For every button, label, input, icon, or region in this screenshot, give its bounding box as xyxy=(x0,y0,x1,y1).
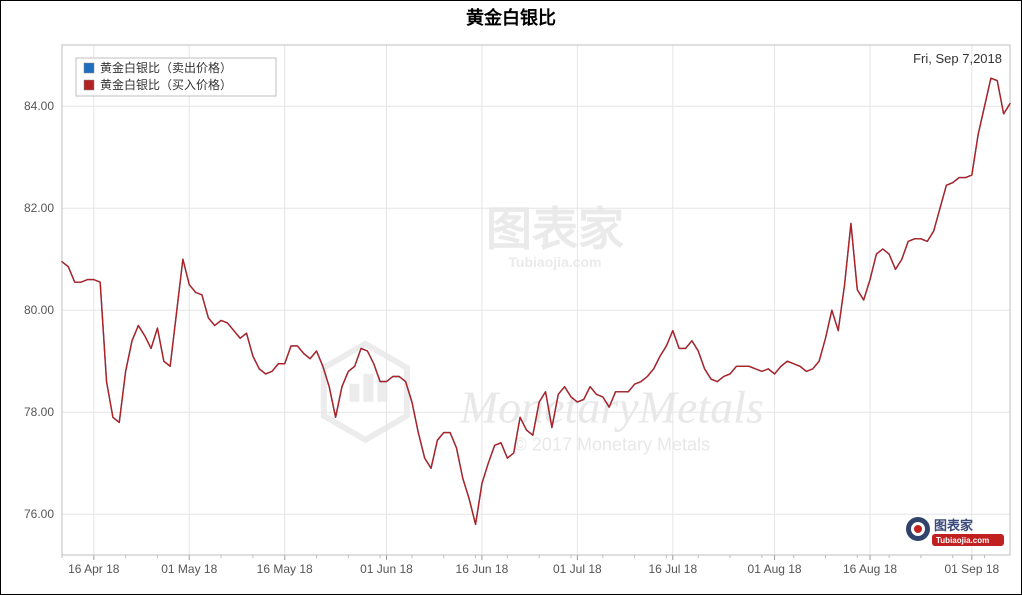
x-tick-label: 16 Aug 18 xyxy=(843,562,897,576)
logo-sub: Tubiaojia.com xyxy=(936,536,989,545)
watermark-mm-sub: © 2017 Monetary Metals xyxy=(514,434,710,454)
x-tick-label: 01 Jul 18 xyxy=(553,562,602,576)
y-tick-label: 82.00 xyxy=(24,201,54,215)
y-tick-label: 78.00 xyxy=(24,405,54,419)
legend-marker xyxy=(84,63,94,73)
watermark-mm: MonetaryMetals xyxy=(459,381,764,432)
date-label: Fri, Sep 7,2018 xyxy=(913,51,1002,66)
y-tick-label: 76.00 xyxy=(24,507,54,521)
x-tick-label: 01 Aug 18 xyxy=(748,562,802,576)
chart-container: 图表家Tubiaojia.comMonetaryMetals© 2017 Mon… xyxy=(0,0,1022,595)
y-tick-label: 80.00 xyxy=(24,303,54,317)
x-tick-label: 01 Jun 18 xyxy=(360,562,413,576)
watermark-cn-sub: Tubiaojia.com xyxy=(508,254,601,270)
chart-svg: 图表家Tubiaojia.comMonetaryMetals© 2017 Mon… xyxy=(0,0,1022,595)
x-tick-label: 16 Jul 18 xyxy=(648,562,697,576)
x-tick-label: 01 May 18 xyxy=(161,562,217,576)
legend-marker xyxy=(84,80,94,90)
legend-label: 黄金白银比（卖出价格） xyxy=(100,60,232,75)
logo-text: 图表家 xyxy=(934,518,974,533)
chart-title: 黄金白银比 xyxy=(466,7,556,28)
x-tick-label: 16 May 18 xyxy=(257,562,313,576)
watermark-cn: 图表家 xyxy=(486,203,624,255)
legend-label: 黄金白银比（买入价格） xyxy=(100,77,232,92)
y-tick-label: 84.00 xyxy=(24,99,54,113)
x-tick-label: 01 Sep 18 xyxy=(944,562,999,576)
x-tick-label: 16 Apr 18 xyxy=(68,562,120,576)
x-tick-label: 16 Jun 18 xyxy=(456,562,509,576)
